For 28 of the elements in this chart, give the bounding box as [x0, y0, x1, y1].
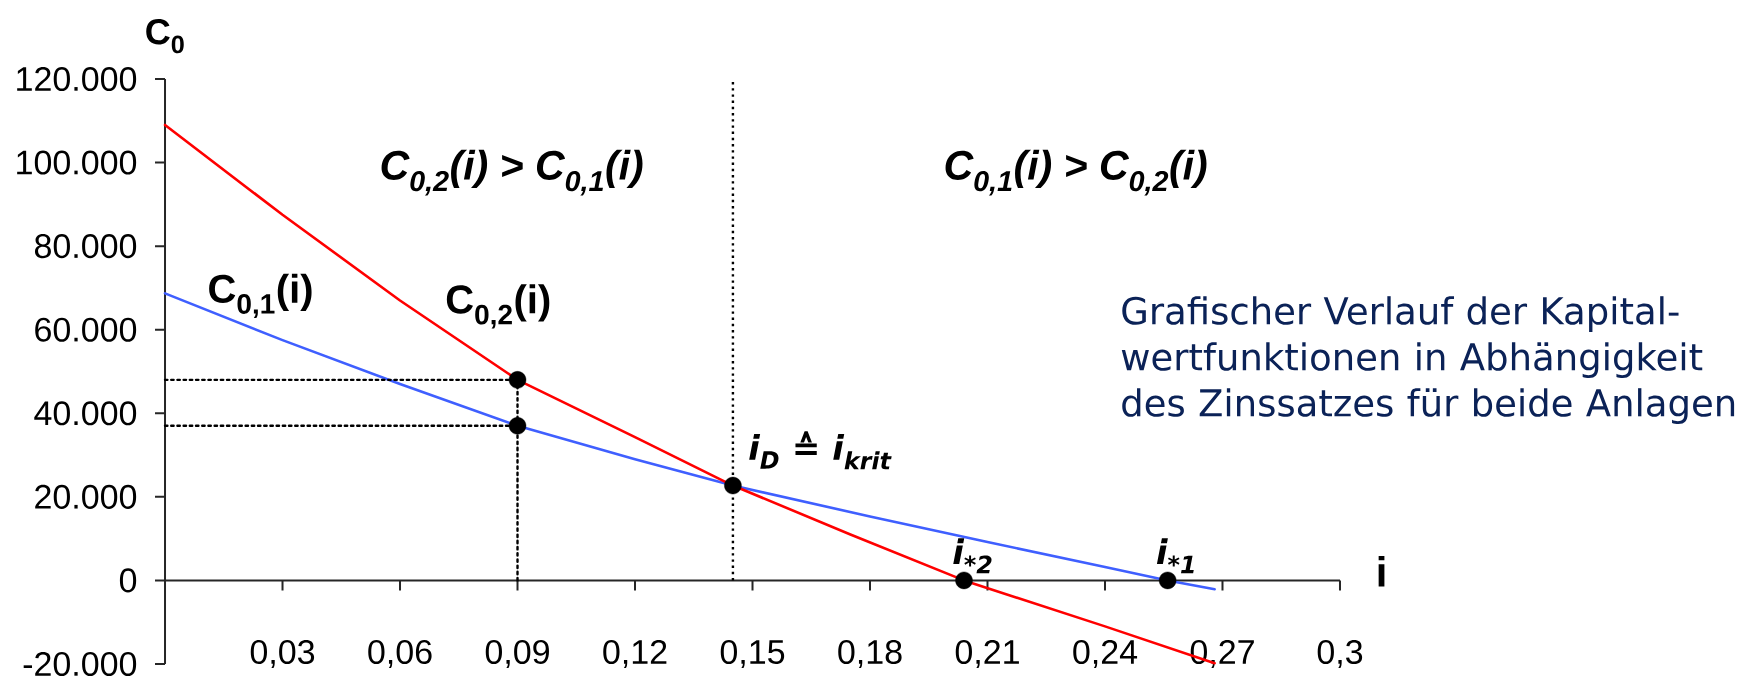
x-tick-label: 0,03 — [250, 639, 315, 669]
x-axis-title: i — [1378, 555, 1385, 587]
y-tick-label: 0 — [119, 568, 137, 593]
annotation: i$_{*1}$ — [1156, 538, 1194, 574]
y-axis-title: C$_{0}$ — [146, 18, 184, 54]
x-tick-label: 0,21 — [955, 639, 1019, 669]
x-tick-label: 0,3 — [1317, 639, 1363, 669]
y-tick-label: 100.000 — [17, 150, 137, 175]
series-label: C$_{0,2}$(i) — [446, 284, 550, 329]
y-tick-label: 60.000 — [35, 317, 137, 342]
annotation: i$_{D}$ ≙ i$_{krit}$ — [749, 431, 892, 470]
series-label: C$_{0,1}$(i) — [209, 273, 312, 318]
text: Grafischer Verlauf der Kapital-wertfunktionen in Abhängigkeit des Zinssatzes für beide Anlagen — [1121, 296, 1735, 424]
x-tick-label: 0,18 — [838, 639, 902, 669]
x-tick-label: 0,09 — [485, 639, 549, 669]
y-tick-label: 80.000 — [34, 234, 137, 259]
x-tick-label: 0,15 — [720, 639, 785, 669]
y-tick-label: 120.000 — [17, 66, 137, 92]
x-tick-label: 0,06 — [368, 639, 432, 669]
y-tick-label: 20.000 — [35, 484, 137, 509]
x-tick-label: 0,12 — [603, 639, 667, 669]
y-tick-label: 40.000 — [34, 401, 137, 426]
y-tick-label: -20.000 — [23, 651, 137, 677]
x-tick-label: 0,27 — [1190, 639, 1254, 669]
annotation: i$_{*2}$ — [953, 538, 992, 574]
annotation: C$_{0,2}$(i) > C$_{0,1}$(i) — [381, 149, 643, 196]
x-tick-label: 0,24 — [1073, 639, 1138, 669]
annotation: C$_{0,1}$(i) > C$_{0,2}$(i) — [945, 149, 1207, 196]
